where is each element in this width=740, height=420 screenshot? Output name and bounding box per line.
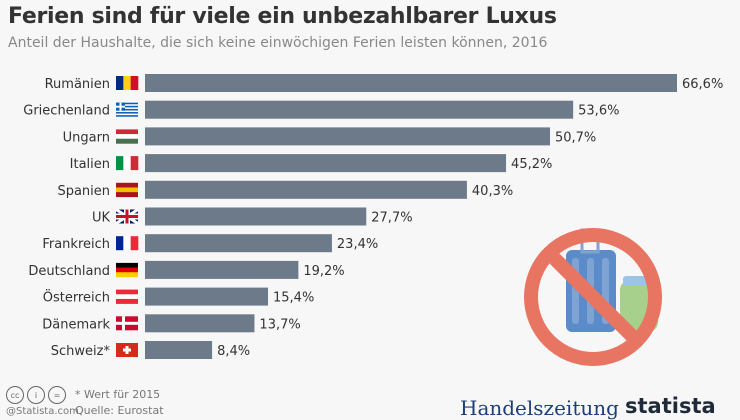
value-label: 13,7%: [259, 317, 300, 332]
flag-icon: [115, 208, 139, 225]
value-label: 45,2%: [511, 157, 552, 172]
category-label: Ungarn: [63, 130, 110, 145]
flag-icon: [116, 129, 138, 144]
bar: [145, 260, 299, 279]
bar: [145, 287, 269, 306]
value-label: 8,4%: [217, 344, 250, 359]
flag-icon: [116, 343, 138, 357]
bar: [145, 180, 467, 199]
flag-icon: [116, 262, 138, 278]
value-label: 50,7%: [555, 130, 596, 145]
copyright: @Statista.com: [6, 406, 79, 417]
value-label: 27,7%: [371, 211, 412, 226]
category-label: Italien: [70, 157, 110, 172]
bar: [145, 314, 255, 333]
statista-logo[interactable]: statista: [625, 394, 716, 418]
cc-license-icons: cc i =: [6, 386, 66, 404]
chart-subtitle: Anteil der Haushalte, die sich keine ein…: [8, 35, 548, 51]
chart-title: Ferien sind für viele ein unbezahlbarer …: [8, 4, 557, 29]
value-label: 23,4%: [337, 237, 378, 252]
flag-icon: [116, 156, 139, 171]
cc-icon: cc: [6, 386, 24, 404]
footnote: * Wert für 2015: [75, 388, 161, 401]
no-luggage-icon: [524, 228, 662, 366]
by-icon: i: [27, 386, 45, 404]
value-label: 53,6%: [578, 104, 619, 119]
bar: [145, 127, 550, 146]
source: Quelle: Eurostat: [75, 404, 164, 417]
value-label: 19,2%: [303, 264, 344, 279]
nd-icon: =: [48, 386, 66, 404]
category-label: Deutschland: [28, 264, 110, 279]
bar: [145, 154, 507, 173]
flag-icon: [116, 102, 138, 117]
category-label: Spanien: [57, 184, 110, 199]
bar: [145, 234, 332, 253]
flag-icon: [116, 182, 138, 198]
flag-icon: [116, 289, 138, 304]
bar: [145, 341, 213, 359]
category-label: UK: [92, 211, 111, 226]
handelszeitung-logo[interactable]: Handelszeitung: [460, 396, 619, 420]
bar: [145, 100, 574, 119]
flag-icon: [116, 236, 139, 251]
category-label: Schweiz*: [51, 344, 111, 359]
category-label: Dänemark: [42, 317, 110, 332]
bar: [145, 74, 677, 92]
value-label: 66,6%: [682, 77, 723, 92]
flag-icon: [116, 316, 138, 331]
category-label: Österreich: [43, 289, 110, 306]
value-label: 15,4%: [273, 291, 314, 306]
flag-icon: [116, 76, 139, 90]
category-label: Griechenland: [23, 104, 110, 119]
bar: [145, 207, 367, 226]
category-label: Frankreich: [42, 237, 110, 252]
category-label: Rumänien: [45, 77, 110, 92]
value-label: 40,3%: [472, 184, 513, 199]
